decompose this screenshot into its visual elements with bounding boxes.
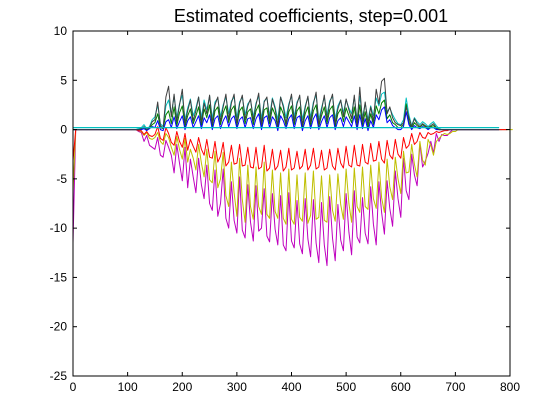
series-line-4: [72, 126, 508, 172]
x-tick-label: 800: [500, 380, 520, 394]
axes-layer: 0 100 200 300 400 500 600 700 800 10 5 0 -5 -10 -15 -20…: [50, 24, 521, 394]
y-tick-label: -25: [50, 369, 68, 383]
x-tick-label: 600: [391, 380, 411, 394]
series-line-6: [73, 106, 500, 132]
series-layer: [72, 77, 513, 267]
chart-title: Estimated coefficients, step=0.001: [174, 6, 448, 26]
y-tick-label: -10: [50, 221, 68, 235]
y-tick-label: -5: [56, 172, 67, 186]
y-tick-label: 10: [54, 24, 68, 38]
series-line-3: [72, 129, 513, 225]
series-line-2: [72, 129, 508, 267]
y-tick-label: -20: [50, 320, 68, 334]
x-tick-label: 400: [281, 380, 301, 394]
y-tick-label: 0: [60, 123, 67, 137]
plot-area: [73, 31, 510, 376]
y-tick-label: 5: [60, 73, 67, 87]
x-tick-label: 100: [118, 380, 138, 394]
x-tick-label: 500: [336, 380, 356, 394]
x-tick-label: 700: [445, 380, 465, 394]
y-tick-label: -15: [50, 270, 68, 284]
x-tick-label: 0: [70, 380, 77, 394]
series-line-1: [73, 91, 502, 131]
x-tick-label: 300: [227, 380, 247, 394]
x-tick-label: 200: [172, 380, 192, 394]
